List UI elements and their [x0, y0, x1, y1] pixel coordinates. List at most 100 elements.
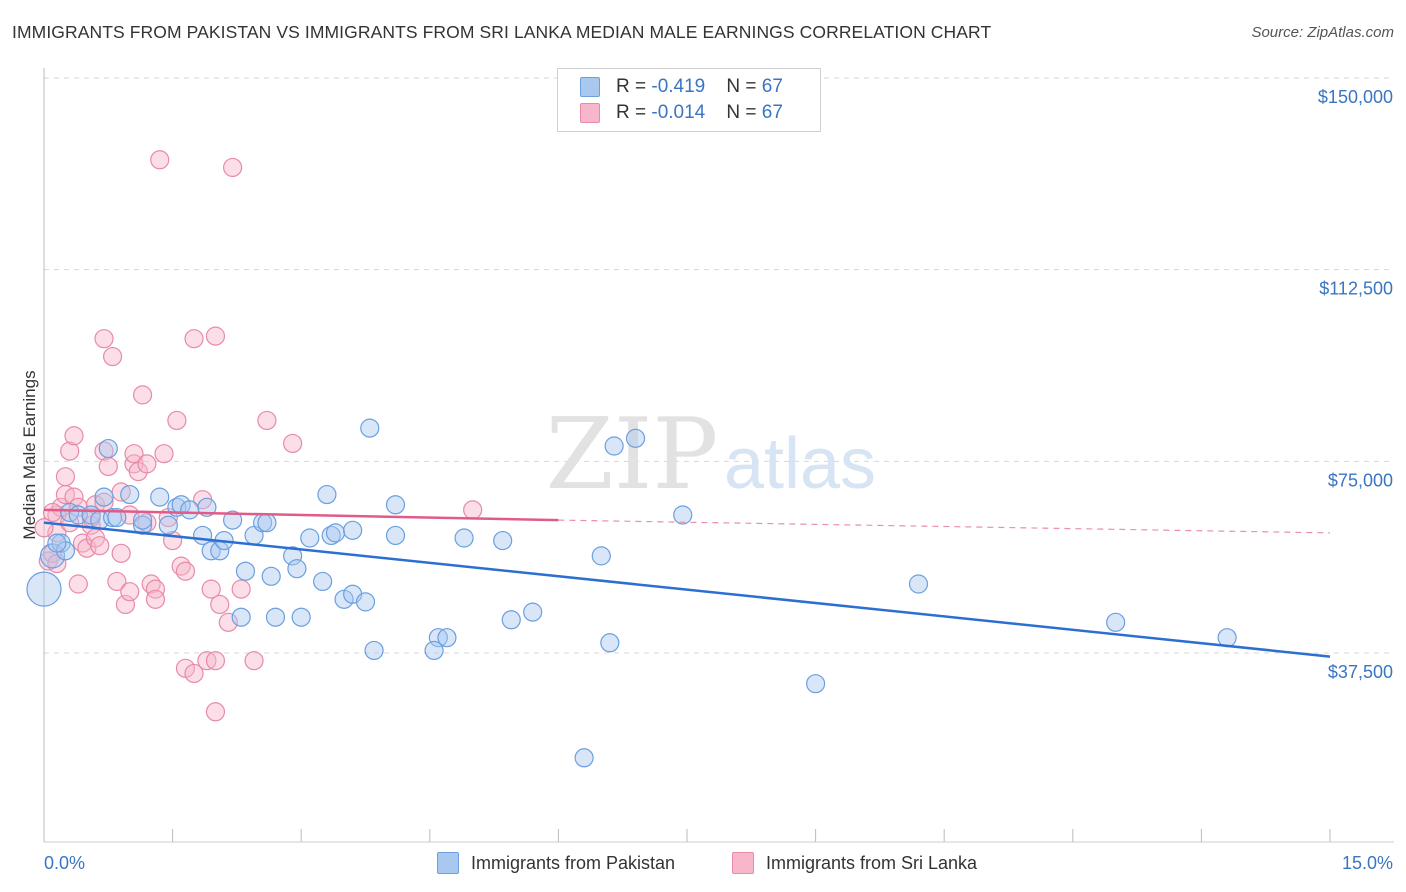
pakistan-point: [313, 571, 333, 592]
pakistan-point: [325, 523, 346, 543]
pakistan-point: [265, 607, 286, 627]
srilanka-point: [154, 444, 174, 464]
srilanka-point: [124, 444, 144, 464]
srilanka-point: [42, 502, 63, 523]
pakistan-point: [385, 525, 406, 546]
srilanka-point: [111, 543, 131, 563]
pakistan-point: [291, 607, 311, 627]
pakistan-point: [501, 610, 521, 630]
srilanka-point: [98, 456, 118, 477]
pakistan-point: [385, 495, 406, 515]
pakistan-point: [102, 507, 123, 528]
pakistan-point: [600, 633, 620, 653]
srilanka-point: [257, 410, 277, 431]
srilanka-point: [102, 346, 123, 367]
pakistan-point: [454, 528, 474, 548]
srilanka-point: [184, 663, 204, 684]
pakistan-point: [26, 571, 62, 607]
r-label: R =: [616, 102, 652, 123]
pakistan-point: [360, 418, 380, 438]
axes: [43, 68, 1394, 843]
pakistan-point: [257, 513, 277, 533]
r-value: -0.014: [651, 102, 706, 123]
pakistan-point: [300, 528, 320, 548]
x-tick-label: 15.0%: [1342, 853, 1393, 873]
series-legend: Immigrants from Pakistan Immigrants from…: [0, 852, 1406, 876]
srilanka-point: [231, 579, 251, 599]
srilanka-point: [145, 589, 166, 609]
r-value: -0.419: [651, 76, 706, 97]
source-label: Source: ZipAtlas.com: [1251, 24, 1394, 41]
pakistan-point: [1106, 612, 1126, 632]
srilanka-point: [90, 536, 110, 556]
pakistan-point: [94, 487, 114, 507]
srilanka-point: [205, 326, 226, 346]
pakistan-point: [317, 484, 337, 505]
srilanka-point: [115, 594, 136, 615]
srilanka-point: [94, 329, 114, 349]
srilanka-point: [145, 579, 166, 599]
n-label: N =: [726, 102, 762, 123]
srilanka-point: [210, 594, 230, 615]
pakistan-point: [364, 640, 384, 661]
pakistan-point: [523, 602, 543, 622]
pakistan-trend-line: [43, 521, 1331, 658]
srilanka-point: [64, 487, 84, 507]
pakistan-point: [908, 574, 929, 594]
watermark: ZIP atlas: [546, 398, 876, 512]
watermark-atlas: atlas: [724, 424, 876, 504]
pakistan-point: [231, 607, 251, 627]
pakistan-point: [47, 533, 67, 553]
srilanka-point: [223, 157, 243, 178]
pakistan-point: [355, 592, 376, 612]
pakistan-point: [574, 748, 594, 768]
srilanka-point: [218, 612, 238, 632]
legend-label-pakistan: Immigrants from Pakistan: [471, 852, 676, 873]
srilanka-point: [150, 150, 170, 170]
pakistan-point: [343, 520, 363, 540]
pakistan-point: [625, 428, 646, 448]
pakistan-point: [261, 566, 281, 586]
srilanka-point: [463, 500, 483, 520]
srilanka-point: [120, 582, 140, 602]
pakistan-point: [98, 438, 118, 459]
stats-legend: R = -0.419 N = 67 R = -0.014 N = 67: [557, 68, 821, 132]
y-tick-label: $150,000: [1318, 87, 1393, 107]
pakistan-point: [158, 515, 178, 535]
legend-item-srilanka[interactable]: Immigrants from Sri Lanka: [732, 852, 977, 874]
pakistan-point: [437, 628, 457, 648]
srilanka-trend-extension: [558, 519, 1331, 534]
srilanka-point: [132, 385, 153, 405]
pakistan-point: [107, 507, 127, 528]
n-value: 67: [761, 76, 783, 97]
srilanka-point: [68, 574, 88, 594]
pakistan-point: [604, 436, 624, 456]
pakistan-point: [180, 500, 200, 520]
srilanka-point: [175, 561, 196, 581]
srilanka-point: [64, 426, 84, 446]
trend-lines: [43, 508, 1331, 658]
srilanka-point: [167, 410, 187, 431]
pakistan-point: [235, 561, 256, 581]
srilanka-legend-swatch: [732, 852, 754, 874]
pakistan-point: [287, 559, 307, 579]
pakistan-point: [673, 505, 693, 525]
pakistan-point: [493, 530, 513, 551]
srilanka-point: [107, 571, 127, 592]
r-label: R =: [616, 76, 652, 97]
pakistan-point: [150, 487, 170, 507]
srilanka-point: [34, 518, 54, 538]
pakistan-point: [424, 640, 444, 661]
srilanka-point: [184, 329, 204, 349]
pakistan-point: [120, 484, 140, 505]
pakistan-point: [223, 510, 243, 530]
pakistan-legend-swatch: [437, 852, 459, 874]
pakistan-point: [805, 674, 826, 694]
srilanka-point: [55, 467, 76, 487]
srilanka-point: [205, 651, 226, 671]
tick-labels: $150,000 $112,500 $75,000 $37,500 0.0% 15.0%: [44, 87, 1393, 873]
pakistan-point: [132, 515, 153, 535]
pakistan-swatch: [580, 77, 600, 97]
watermark-zip: ZIP: [546, 398, 719, 512]
legend-item-pakistan[interactable]: Immigrants from Pakistan: [437, 852, 675, 874]
